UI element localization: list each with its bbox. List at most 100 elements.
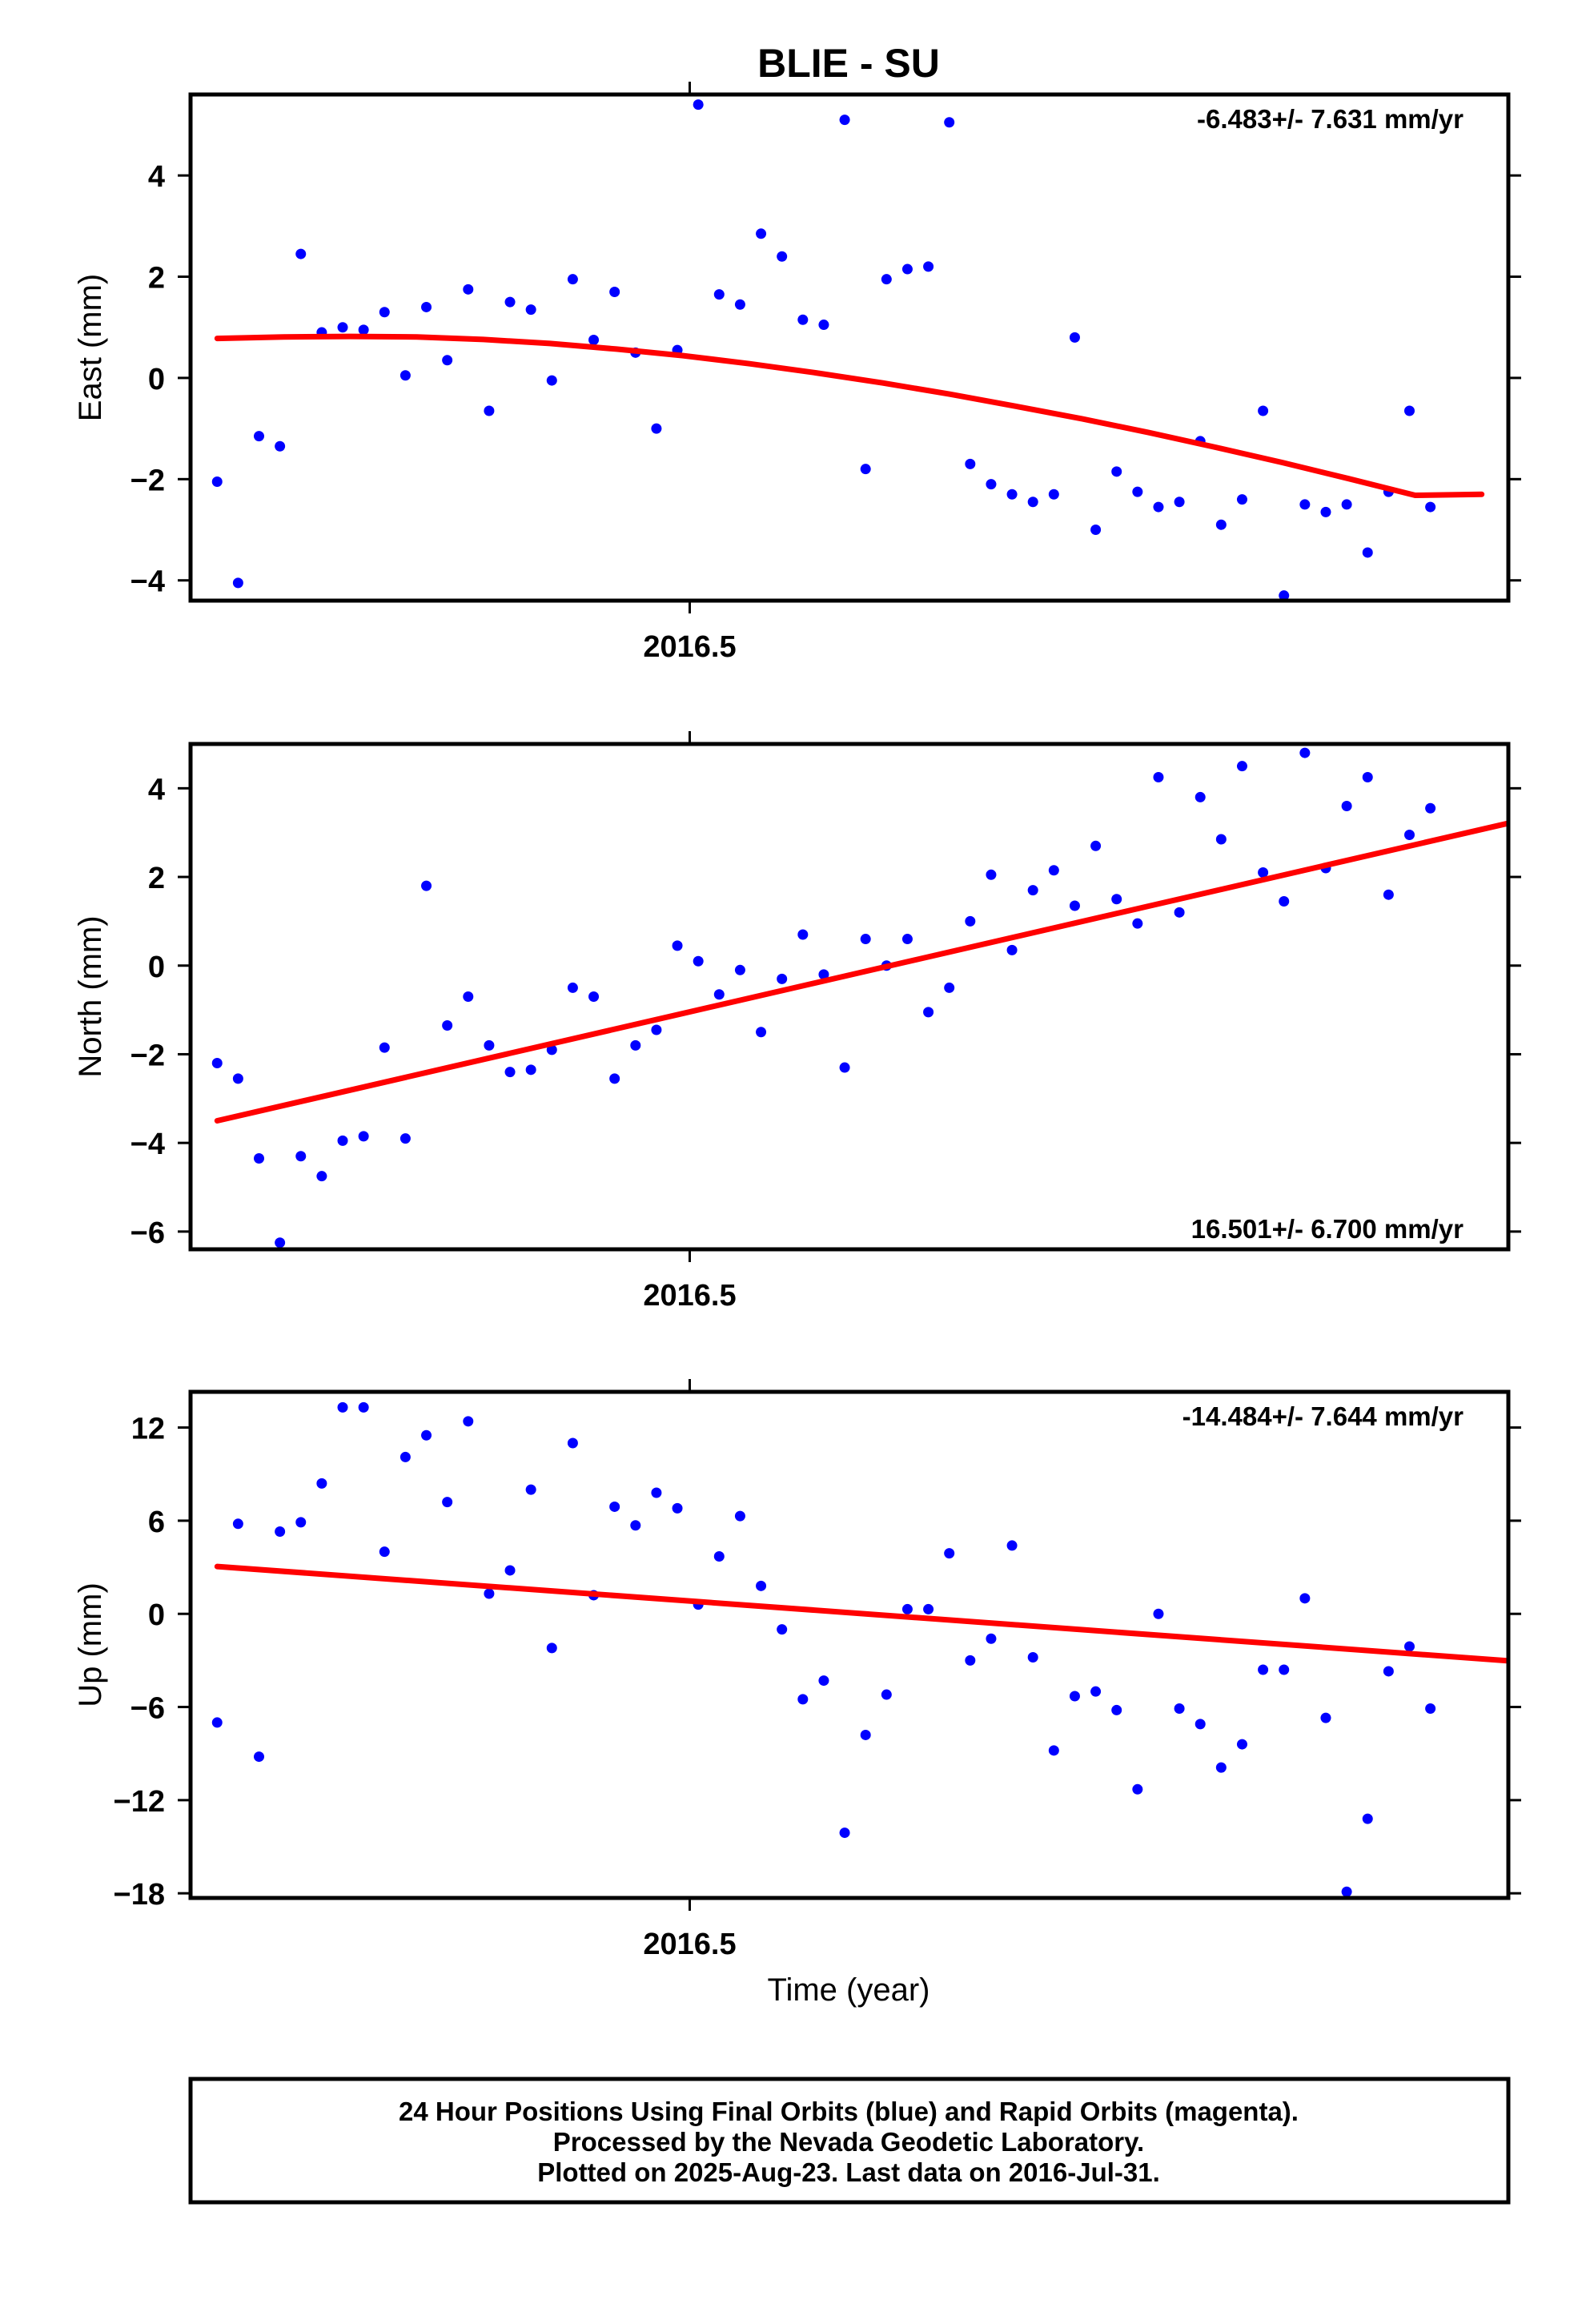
east-data-point: [484, 405, 495, 416]
north-y-axis-label: North (mm): [73, 915, 108, 1077]
up-data-point: [1341, 1886, 1352, 1897]
north-data-point: [316, 1171, 327, 1182]
north-y-tick-label: 2: [148, 862, 165, 895]
east-points: [211, 99, 1436, 601]
east-data-point: [588, 335, 600, 346]
east-y-tick-label: 4: [148, 160, 165, 194]
east-data-point: [965, 458, 976, 469]
north-data-point: [756, 1027, 767, 1038]
up-data-point: [484, 1588, 495, 1599]
up-data-point: [1299, 1593, 1311, 1604]
north-data-point: [944, 982, 955, 993]
east-data-point: [337, 322, 348, 333]
east-data-point: [777, 251, 788, 262]
east-data-point: [901, 263, 913, 275]
east-data-point: [756, 228, 767, 239]
north-data-point: [442, 1019, 453, 1031]
up-data-point: [777, 1624, 788, 1635]
up-data-point: [1006, 1540, 1018, 1551]
up-data-point: [797, 1694, 809, 1705]
up-y-tick-label: 12: [131, 1413, 165, 1446]
north-data-point: [421, 880, 432, 891]
up-data-point: [1236, 1739, 1247, 1750]
up-data-point: [295, 1517, 307, 1528]
north-y-tick-label: 4: [148, 773, 165, 806]
east-data-point: [1174, 497, 1185, 508]
east-y-axis-label: East (mm): [73, 274, 108, 421]
north-data-point: [986, 869, 997, 880]
up-x-tick-label: 2016.5: [643, 1928, 736, 1961]
footer-line-2: Processed by the Nevada Geodetic Laborat…: [553, 2127, 1144, 2157]
up-data-point: [254, 1751, 265, 1763]
north-y-tick-label: 0: [148, 951, 165, 984]
up-data-point: [1403, 1641, 1415, 1652]
east-data-point: [944, 117, 955, 128]
east-data-point: [232, 577, 243, 589]
up-data-point: [463, 1416, 474, 1427]
up-data-point: [1111, 1704, 1122, 1715]
up-data-point: [275, 1526, 286, 1537]
east-x-tick-label: 2016.5: [643, 630, 736, 664]
north-rate-label: 16.501+/- 6.700 mm/yr: [1191, 1214, 1464, 1244]
north-data-point: [1403, 829, 1415, 840]
east-data-point: [463, 283, 474, 295]
north-data-point: [693, 955, 704, 967]
north-data-point: [1425, 802, 1436, 814]
footer-line-3: Plotted on 2025-Aug-23. Last data on 201…: [537, 2157, 1160, 2187]
east-y-tick-label: −4: [130, 565, 165, 599]
north-data-point: [295, 1151, 307, 1162]
north-data-point: [379, 1042, 390, 1053]
up-data-point: [1027, 1652, 1038, 1663]
north-data-point: [567, 982, 578, 993]
east-data-point: [546, 375, 557, 386]
footer-line-1: 24 Hour Positions Using Final Orbits (bl…: [399, 2097, 1299, 2126]
east-data-point: [713, 289, 725, 300]
up-data-point: [546, 1642, 557, 1654]
east-data-point: [275, 440, 286, 452]
up-data-point: [839, 1827, 850, 1839]
north-data-point: [797, 929, 809, 940]
north-data-point: [254, 1153, 265, 1164]
up-data-point: [672, 1502, 683, 1514]
up-data-point: [756, 1580, 767, 1591]
east-data-point: [1341, 499, 1352, 510]
east-data-point: [1236, 494, 1247, 505]
east-data-point: [651, 423, 662, 434]
chart-title: BLIE - SU: [757, 41, 940, 86]
north-data-point: [1132, 918, 1143, 929]
up-data-point: [421, 1429, 432, 1441]
footer-border: [188, 2077, 1511, 2205]
east-panel: −4 −2 0 2 4 2016.5 -6.483+/- 7.631 mm/yr East (…: [73, 82, 1521, 664]
north-data-point: [1362, 772, 1373, 783]
up-data-point: [651, 1487, 662, 1498]
up-data-point: [1132, 1783, 1143, 1795]
north-data-point: [546, 1044, 557, 1055]
east-data-point: [881, 274, 892, 285]
east-data-point: [1425, 501, 1436, 513]
east-data-point: [1362, 547, 1373, 558]
up-data-point: [965, 1655, 976, 1666]
north-data-point: [400, 1133, 411, 1144]
north-data-point: [463, 991, 474, 1002]
east-data-point: [421, 301, 432, 312]
up-data-point: [400, 1451, 411, 1462]
north-data-point: [1383, 889, 1394, 900]
up-data-point: [609, 1501, 620, 1512]
east-data-point: [797, 314, 809, 325]
east-data-point: [504, 296, 516, 308]
north-data-point: [337, 1135, 348, 1146]
east-data-point: [400, 370, 411, 381]
east-data-point: [1069, 332, 1080, 343]
east-data-point: [567, 274, 578, 285]
east-data-point: [1279, 590, 1290, 601]
north-data-point: [630, 1039, 641, 1051]
north-data-point: [651, 1024, 662, 1035]
north-x-tick-label: 2016.5: [643, 1279, 736, 1313]
up-data-point: [211, 1717, 223, 1728]
up-data-point: [734, 1510, 745, 1522]
x-axis-label: Time (year): [768, 1972, 930, 2008]
up-rate-label: -14.484+/- 7.644 mm/yr: [1182, 1401, 1464, 1431]
up-data-point: [713, 1550, 725, 1562]
up-data-point: [1174, 1703, 1185, 1714]
up-fit-line: [214, 1563, 1508, 1664]
